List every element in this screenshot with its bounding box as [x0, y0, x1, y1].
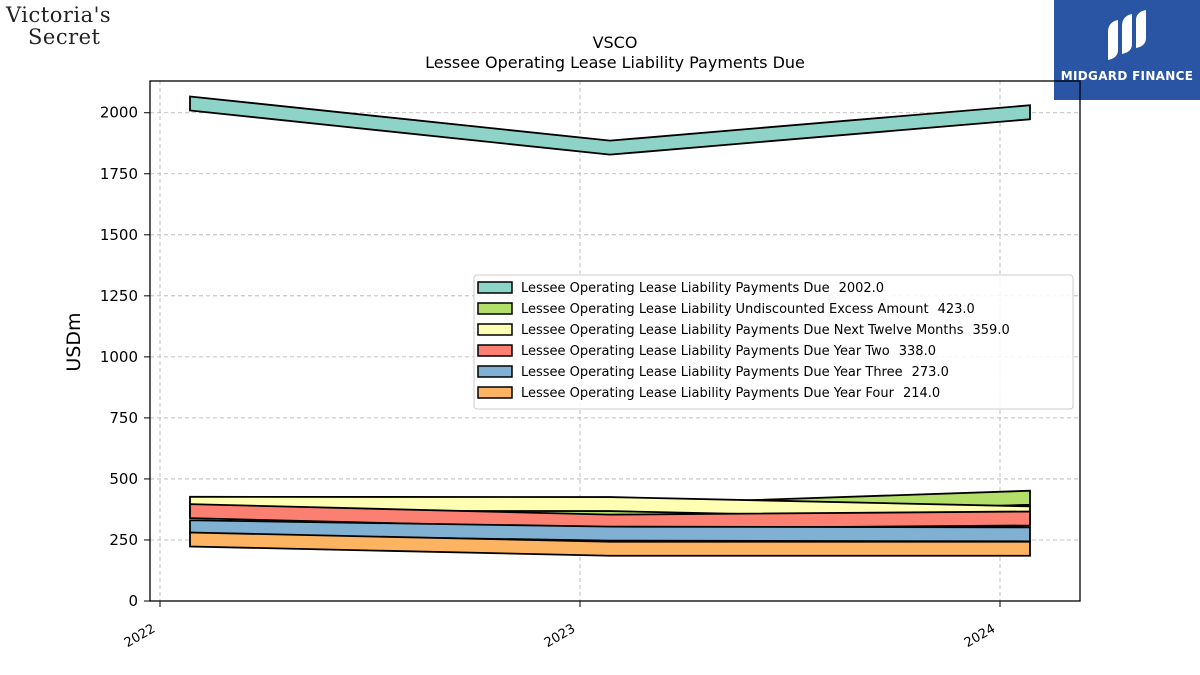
- chart-subtitle: Lessee Operating Lease Liability Payment…: [425, 53, 805, 72]
- y-tick-label: 1250: [100, 287, 138, 305]
- y-tick-label: 1000: [100, 348, 138, 366]
- series-band-3: [189, 503, 1031, 530]
- legend-swatch: [477, 281, 513, 294]
- series-band-5: [189, 531, 1031, 557]
- legend-entry: Lessee Operating Lease Liability Payment…: [521, 344, 936, 359]
- x-axis-ticks: 2022 2023 2024: [122, 601, 1001, 651]
- legend-swatch: [477, 365, 513, 378]
- legend-entry-value: 359.0: [973, 323, 1010, 338]
- legend-entry-value: 273.0: [912, 365, 949, 380]
- brand-logo-line1: Victoria's: [6, 3, 112, 27]
- legend-entry-name: Lessee Operating Lease Liability Payment…: [521, 365, 903, 380]
- legend-swatch: [477, 344, 513, 357]
- y-axis-ticks: 0 250 500 750 1000 1250 1500 1750 2000: [100, 104, 150, 610]
- y-tick-label: 250: [109, 531, 138, 549]
- legend-entry-name: Lessee Operating Lease Liability Undisco…: [521, 302, 929, 317]
- legend-entry: Lessee Operating Lease Liability Payment…: [521, 386, 940, 401]
- series-band-0: [189, 95, 1031, 156]
- legend-entry-value: 2002.0: [839, 281, 885, 296]
- legend-box: [473, 274, 1074, 410]
- legend-entry-value: 338.0: [899, 344, 936, 359]
- legend-swatch: [477, 302, 513, 315]
- legend-swatch: [477, 386, 513, 399]
- legend-entry-name: Lessee Operating Lease Liability Payment…: [521, 323, 964, 338]
- y-tick-label: 750: [109, 409, 138, 427]
- y-tick-label: 2000: [100, 104, 138, 122]
- axes-frame: [149, 80, 1081, 602]
- publisher-logo-icon: [1108, 10, 1146, 60]
- legend-entry: Lessee Operating Lease Liability Undisco…: [521, 302, 975, 317]
- legend-entry-name: Lessee Operating Lease Liability Payment…: [521, 386, 895, 401]
- x-tick-label: 2024: [962, 621, 998, 651]
- y-tick-label: 500: [109, 470, 138, 488]
- legend-entry: Lessee Operating Lease Liability Payment…: [521, 365, 949, 380]
- y-tick-label: 1750: [100, 165, 138, 183]
- legend-entry: Lessee Operating Lease Liability Payment…: [521, 281, 884, 296]
- plot-areas: [189, 95, 1031, 557]
- y-axis-label: USDm: [63, 312, 85, 371]
- legend-entry-name: Lessee Operating Lease Liability Payment…: [521, 281, 830, 296]
- chart-title: VSCO: [593, 33, 638, 52]
- publisher-name: MIDGARD FINANCE: [1060, 69, 1194, 83]
- legend-entry: Lessee Operating Lease Liability Payment…: [521, 323, 1010, 338]
- brand-logo: Victoria's Secret: [6, 4, 156, 48]
- y-tick-label: 1500: [100, 226, 138, 244]
- legend-entry-name: Lessee Operating Lease Liability Payment…: [521, 344, 890, 359]
- legend-swatch: [477, 323, 513, 336]
- publisher-badge: MIDGARD FINANCE: [1054, 0, 1200, 100]
- legend-entry-value: 423.0: [938, 302, 975, 317]
- x-tick-label: 2022: [122, 621, 158, 651]
- legend-entry-value: 214.0: [903, 386, 940, 401]
- x-tick-label: 2023: [542, 621, 578, 651]
- y-tick-label: 0: [128, 592, 138, 610]
- legend: Lessee Operating Lease Liability Payment…: [473, 274, 1074, 410]
- brand-logo-line2: Secret: [28, 25, 101, 49]
